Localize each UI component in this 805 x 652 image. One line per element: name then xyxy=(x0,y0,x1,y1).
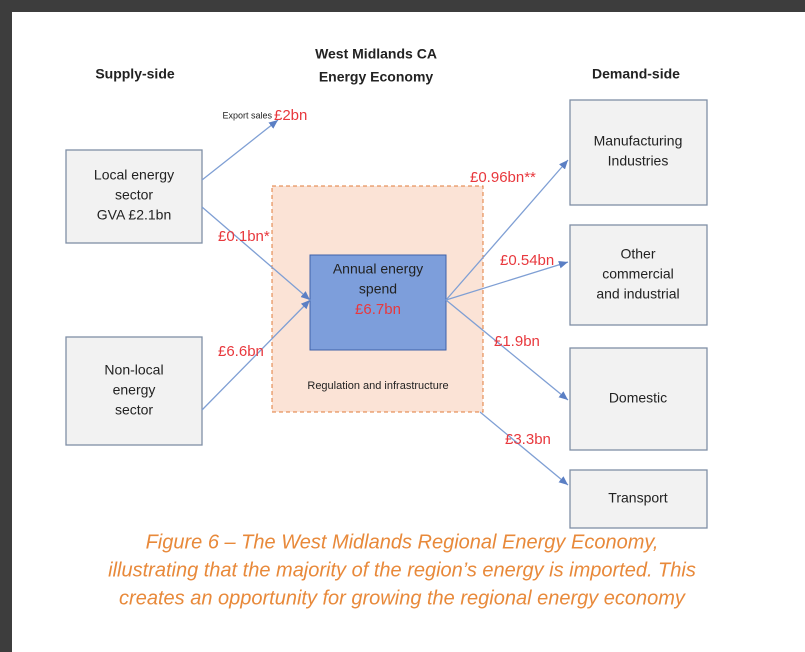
label: sector xyxy=(115,187,153,203)
label: spend xyxy=(359,281,397,297)
label: Transport xyxy=(608,490,668,506)
arrow xyxy=(445,260,569,301)
label: £3.3bn xyxy=(505,431,551,448)
node-box xyxy=(569,469,708,529)
label: Other xyxy=(620,246,655,262)
arrow xyxy=(445,299,569,401)
label: Manufacturing xyxy=(594,133,683,149)
label: Supply-side xyxy=(95,66,175,82)
label: Figure 6 – The West Midlands Regional En… xyxy=(146,531,659,553)
label: Non-local xyxy=(104,362,163,378)
label: £0.1bn* xyxy=(218,228,270,245)
label: £0.54bn xyxy=(500,252,554,269)
node-box xyxy=(309,254,447,351)
label: illustrating that the majority of the re… xyxy=(108,559,696,581)
label: Annual energy xyxy=(333,261,423,277)
label: and industrial xyxy=(596,286,679,302)
label: GVA £2.1bn xyxy=(97,207,171,223)
node-box xyxy=(569,347,708,451)
label: energy xyxy=(113,382,156,398)
label: Energy Economy xyxy=(319,69,434,85)
node-box xyxy=(65,336,203,446)
label: Export sales xyxy=(222,110,272,120)
label: West Midlands CA xyxy=(315,46,437,62)
node-box xyxy=(569,224,708,326)
arrow xyxy=(445,159,569,301)
label: Local energy xyxy=(94,167,174,183)
label: £1.9bn xyxy=(494,333,540,350)
arrow xyxy=(201,206,311,301)
arrow xyxy=(201,299,311,411)
label: £6.7bn xyxy=(355,301,401,318)
node-box xyxy=(569,99,708,206)
label: Domestic xyxy=(609,390,667,406)
label: Demand-side xyxy=(592,66,680,82)
label: £0.96bn** xyxy=(470,169,536,186)
arrow xyxy=(201,119,279,181)
label: £2bn xyxy=(274,107,307,124)
label: creates an opportunity for growing the r… xyxy=(119,587,686,609)
label: sector xyxy=(115,402,153,418)
label: Regulation and infrastructure xyxy=(307,380,448,392)
arrow xyxy=(479,411,569,486)
label: £6.6bn xyxy=(218,343,264,360)
node-box xyxy=(65,149,203,244)
label: commercial xyxy=(602,266,674,282)
label: Industries xyxy=(608,153,669,169)
